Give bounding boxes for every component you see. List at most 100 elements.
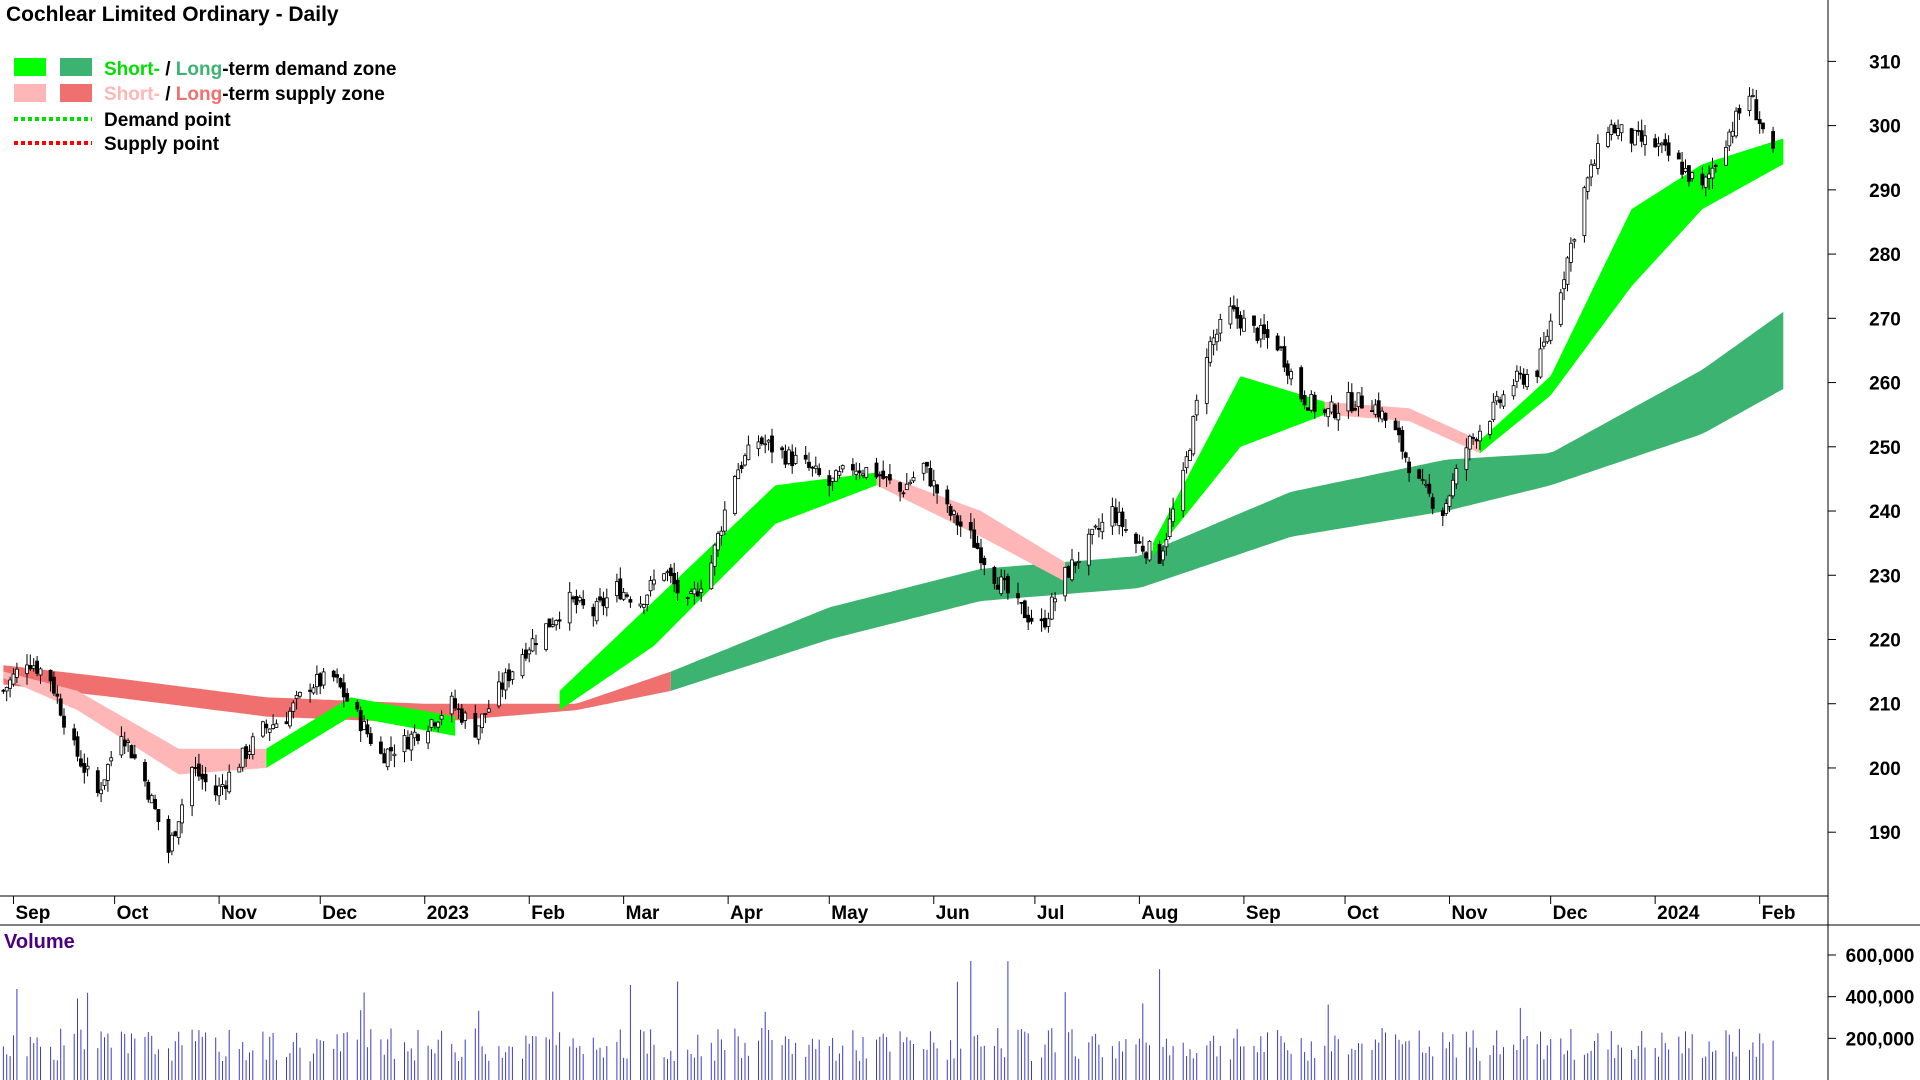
- candle-body: [385, 748, 390, 768]
- candle-body: [345, 693, 350, 702]
- candle-body: [412, 731, 417, 739]
- candle-body: [284, 721, 289, 725]
- candle-body: [264, 723, 269, 729]
- candle-body: [733, 476, 737, 514]
- candle-body: [756, 441, 761, 450]
- candle-body: [1525, 374, 1529, 388]
- candle-body: [901, 492, 906, 495]
- legend-swatch-short-supply: [14, 84, 46, 102]
- short-term-demand-zone-1: [266, 697, 456, 768]
- candle-body: [763, 443, 768, 446]
- candle-body: [793, 454, 798, 464]
- candle-body: [449, 695, 454, 715]
- candle-body: [898, 482, 902, 492]
- legend: Short- / Long-term demand zone Short- / …: [14, 58, 396, 155]
- candle-body: [1653, 138, 1658, 148]
- candle-body: [925, 461, 929, 467]
- candle-body: [166, 818, 171, 853]
- candle-body: [739, 465, 744, 470]
- candle-body: [294, 695, 299, 700]
- candle-body: [1471, 436, 1475, 439]
- candle-body: [247, 751, 252, 755]
- candle-body: [1545, 335, 1550, 343]
- short-term-demand-zone-2: [559, 472, 877, 711]
- candle-body: [143, 762, 147, 782]
- candle-body: [955, 515, 960, 526]
- candle-body: [699, 588, 704, 593]
- candle-body: [1228, 305, 1233, 325]
- volume-label: Volume: [4, 931, 75, 953]
- candle-body: [904, 483, 909, 491]
- candle-body: [456, 708, 461, 711]
- candle-body: [223, 785, 228, 789]
- candle-body: [271, 724, 276, 729]
- candle-body: [1660, 142, 1664, 146]
- candle-body: [1063, 567, 1068, 597]
- candle-body: [1498, 399, 1502, 403]
- candle-body: [1565, 257, 1570, 285]
- candle-body: [496, 681, 501, 707]
- candle-body: [888, 474, 892, 481]
- long-term-zone-layer: [3, 311, 1784, 723]
- candle-body: [146, 781, 151, 800]
- candle-body: [1262, 324, 1266, 335]
- candle-body: [1444, 503, 1449, 514]
- candle-body: [1478, 430, 1482, 442]
- price-tick-label: 220: [1869, 630, 1901, 651]
- candle-body: [1349, 392, 1354, 412]
- candle-body: [213, 785, 218, 796]
- candle-body: [803, 454, 808, 460]
- candle-body: [1258, 325, 1263, 340]
- candle-body: [1097, 528, 1101, 530]
- candle-body: [1039, 618, 1044, 622]
- candle-body: [1454, 467, 1459, 485]
- legend-demand-long: Long: [176, 59, 222, 80]
- candle-body: [1161, 550, 1165, 561]
- candle-body: [483, 713, 488, 715]
- candle-body: [621, 592, 626, 600]
- candle-body: [122, 739, 127, 747]
- candle-body: [14, 668, 19, 678]
- candle-body: [362, 721, 367, 731]
- candle-body: [227, 771, 232, 793]
- candle-body: [716, 533, 720, 551]
- candle-body: [544, 623, 548, 650]
- candle-body: [72, 728, 77, 741]
- candle-body: [1218, 318, 1223, 334]
- candle-body: [1043, 617, 1047, 628]
- candle-body: [645, 594, 650, 605]
- candle-body: [1215, 333, 1219, 343]
- candle-body: [662, 573, 666, 581]
- candle-body: [830, 477, 835, 482]
- candle-body: [1019, 602, 1024, 604]
- candle-body: [1309, 393, 1314, 411]
- candle-body: [685, 597, 690, 599]
- candle-body: [574, 596, 579, 606]
- candle-body: [1683, 167, 1688, 172]
- candle-body: [1144, 552, 1148, 559]
- candle-body: [1596, 143, 1600, 169]
- candle-body: [38, 668, 43, 676]
- candle-body: [1636, 130, 1641, 132]
- candle-body: [975, 542, 980, 549]
- candle-body: [476, 725, 481, 740]
- candle-body: [692, 588, 697, 595]
- price-axis-ticks: 190 200 210 220 230 240 250 260 270 280 290 300 310: [1828, 52, 1901, 844]
- candle-body: [628, 599, 633, 603]
- candle-body: [1710, 167, 1715, 179]
- candle-body: [389, 747, 393, 752]
- candle-body: [877, 474, 882, 477]
- candle-body: [1666, 142, 1671, 156]
- candle-body: [598, 596, 602, 601]
- candle-body: [109, 757, 114, 762]
- candle-body: [1093, 525, 1098, 528]
- candle-body: [1285, 363, 1290, 376]
- candle-body: [1184, 456, 1189, 469]
- date-tick-label: 2023: [427, 903, 469, 924]
- candle-body: [770, 435, 774, 453]
- candle-body: [722, 509, 727, 532]
- candle-body: [1572, 239, 1577, 242]
- candle-body: [601, 597, 606, 607]
- candle-body: [75, 736, 80, 757]
- candle-body: [311, 687, 316, 694]
